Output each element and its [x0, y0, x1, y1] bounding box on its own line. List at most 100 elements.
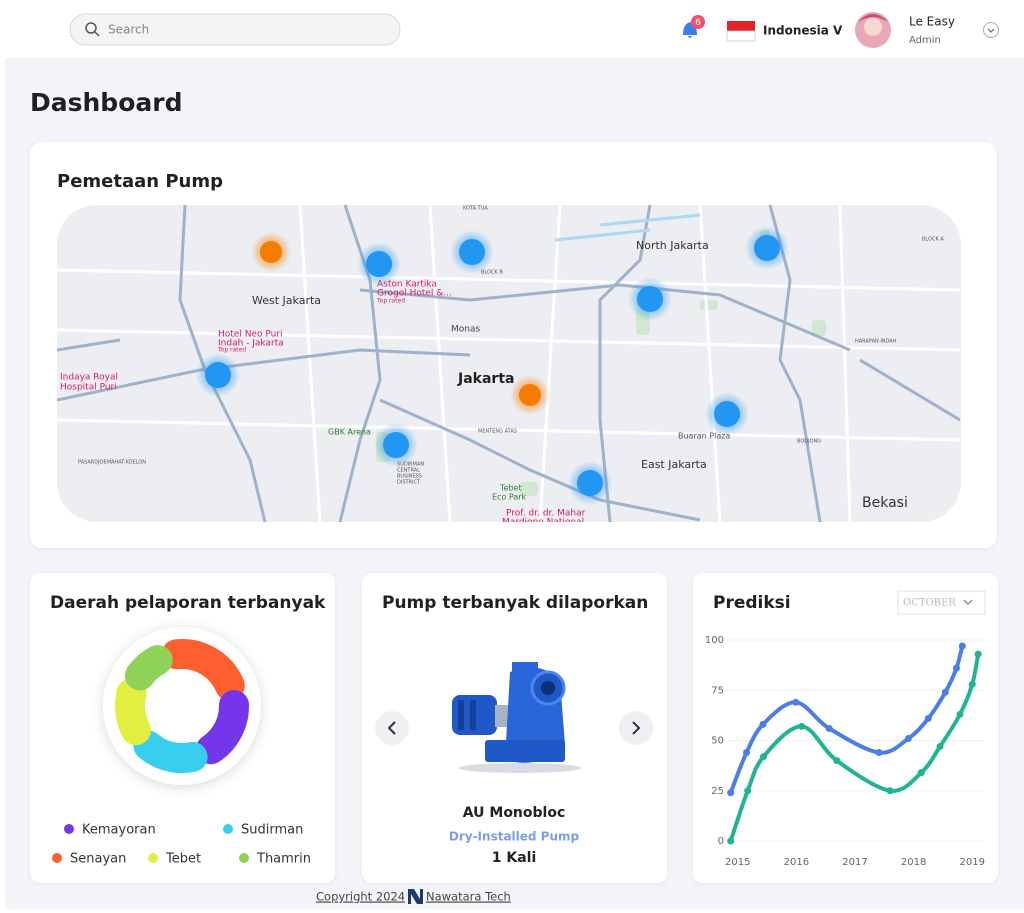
map-label: North Jakarta	[636, 239, 709, 252]
search-icon	[85, 22, 97, 34]
map-label: BODJONG	[797, 439, 821, 445]
month-dropdown-value: OCTOBER	[903, 598, 956, 609]
donut-segment	[161, 639, 245, 701]
product-type: Dry-Installed Pump	[449, 830, 580, 844]
y-tick-label: 75	[711, 685, 724, 696]
pump-image	[452, 662, 582, 773]
pump-marker[interactable]	[260, 241, 282, 263]
flag	[727, 21, 755, 31]
line-point	[952, 664, 960, 672]
search-placeholder: Search	[108, 23, 149, 37]
x-tick-label: 2019	[960, 857, 985, 868]
pump-marker[interactable]	[754, 235, 780, 261]
line-point	[743, 749, 751, 757]
copyright: Copyright 2024	[316, 890, 405, 904]
next-icon	[632, 721, 641, 735]
map-label: Aston Kartika	[377, 280, 437, 290]
pump-markers	[196, 226, 789, 505]
map-label: Top rated	[217, 347, 246, 354]
user-role: Admin	[909, 35, 941, 46]
country-selector[interactable]: Indonesia V	[763, 24, 843, 38]
legend-dot	[223, 824, 233, 834]
map-label: DISTRICT	[397, 480, 421, 486]
legend-dot	[64, 824, 74, 834]
user-menu-toggle	[987, 28, 995, 33]
search-box[interactable]	[69, 13, 401, 46]
notification-count: 6	[695, 18, 701, 28]
y-tick-label: 0	[718, 836, 724, 847]
map-label: PASARDJOEMAHAT-KOELON	[78, 460, 146, 466]
legend-label: Thamrin	[256, 852, 311, 867]
pump-marker[interactable]	[637, 286, 663, 312]
map-label: Eco Park	[492, 493, 527, 502]
y-tick-label: 50	[711, 736, 724, 747]
pump-marker[interactable]	[366, 251, 392, 277]
x-tick-label: 2018	[901, 857, 926, 868]
pump-marker[interactable]	[459, 239, 485, 265]
line-point	[760, 753, 768, 761]
map-label: CENTRAL	[397, 468, 420, 474]
next-button[interactable]	[619, 711, 653, 745]
dropdown-icon	[963, 599, 973, 605]
map-label: Mardjono National	[502, 518, 584, 528]
pump-marker[interactable]	[577, 470, 603, 496]
line-point	[833, 757, 841, 765]
line-point	[825, 724, 833, 732]
pump-marker[interactable]	[519, 384, 541, 406]
legend-dot	[239, 853, 249, 863]
page-title: Dashboard	[30, 88, 182, 117]
user-menu-toggle[interactable]	[983, 22, 999, 38]
line-point	[941, 688, 949, 696]
line-point	[727, 789, 735, 797]
notification-badge	[691, 15, 705, 29]
line-point	[875, 749, 883, 757]
search-icon	[94, 31, 100, 37]
donut-segment	[115, 678, 151, 746]
x-tick-label: 2016	[784, 857, 809, 868]
pump-marker[interactable]	[205, 362, 231, 388]
map-base	[57, 205, 961, 522]
header: Search 6 Indonesia V Le Easy Admin	[69, 12, 999, 48]
map-label: HARAPAN INDAH	[855, 339, 897, 345]
avatar	[864, 18, 882, 36]
line-point	[798, 722, 806, 730]
x-tick-label: 2015	[725, 857, 750, 868]
donut-segment	[124, 645, 173, 691]
company-link[interactable]: Nawatara Tech	[426, 890, 511, 904]
map-label: West Jakarta	[252, 294, 321, 307]
line-point	[744, 787, 752, 795]
map-label: BUSINESS	[397, 474, 422, 480]
map-label: Buaran Plaza	[678, 432, 730, 441]
donut-segment	[133, 730, 208, 773]
map-streets	[57, 205, 961, 522]
line-point	[917, 769, 925, 777]
map-label: Hospital Puri	[60, 383, 117, 393]
line-chart: 0 25 50 75 100 2015 2016 2017 2018 2019	[705, 635, 985, 868]
prev-button[interactable]	[375, 711, 409, 745]
map-water	[554, 213, 701, 242]
map-label: Jakarta	[457, 371, 514, 387]
prev-icon	[387, 721, 396, 735]
product-name: AU Monobloc	[463, 805, 566, 821]
legend-label: Senayan	[70, 852, 126, 867]
legend-dot	[52, 853, 62, 863]
map-label: Bekasi	[862, 495, 908, 511]
map-label: MENTENG ATAS	[478, 429, 517, 435]
pump-marker[interactable]	[383, 432, 409, 458]
map-label: Grogol Hotel &...	[377, 289, 452, 299]
line-point	[958, 642, 966, 650]
legend-label: Kemayoran	[82, 823, 156, 838]
month-dropdown[interactable]	[897, 590, 986, 615]
map-label: Prof. dr. dr. Mahar	[506, 509, 586, 519]
map-label: Indah - Jakarta	[218, 339, 284, 349]
map[interactable]: West Jakarta North Jakarta Jakarta East Jak…	[57, 205, 961, 528]
legend-dot	[148, 853, 158, 863]
card-title: Pump terbanyak dilaporkan	[382, 593, 648, 613]
card-title: Daerah pelaporan terbanyak	[50, 593, 326, 613]
user-name: Le Easy	[909, 15, 955, 29]
map-label: East Jakarta	[641, 458, 707, 471]
pump-marker[interactable]	[714, 401, 740, 427]
map-label: KOTA TUA	[463, 206, 488, 212]
y-tick-label: 100	[705, 635, 724, 646]
